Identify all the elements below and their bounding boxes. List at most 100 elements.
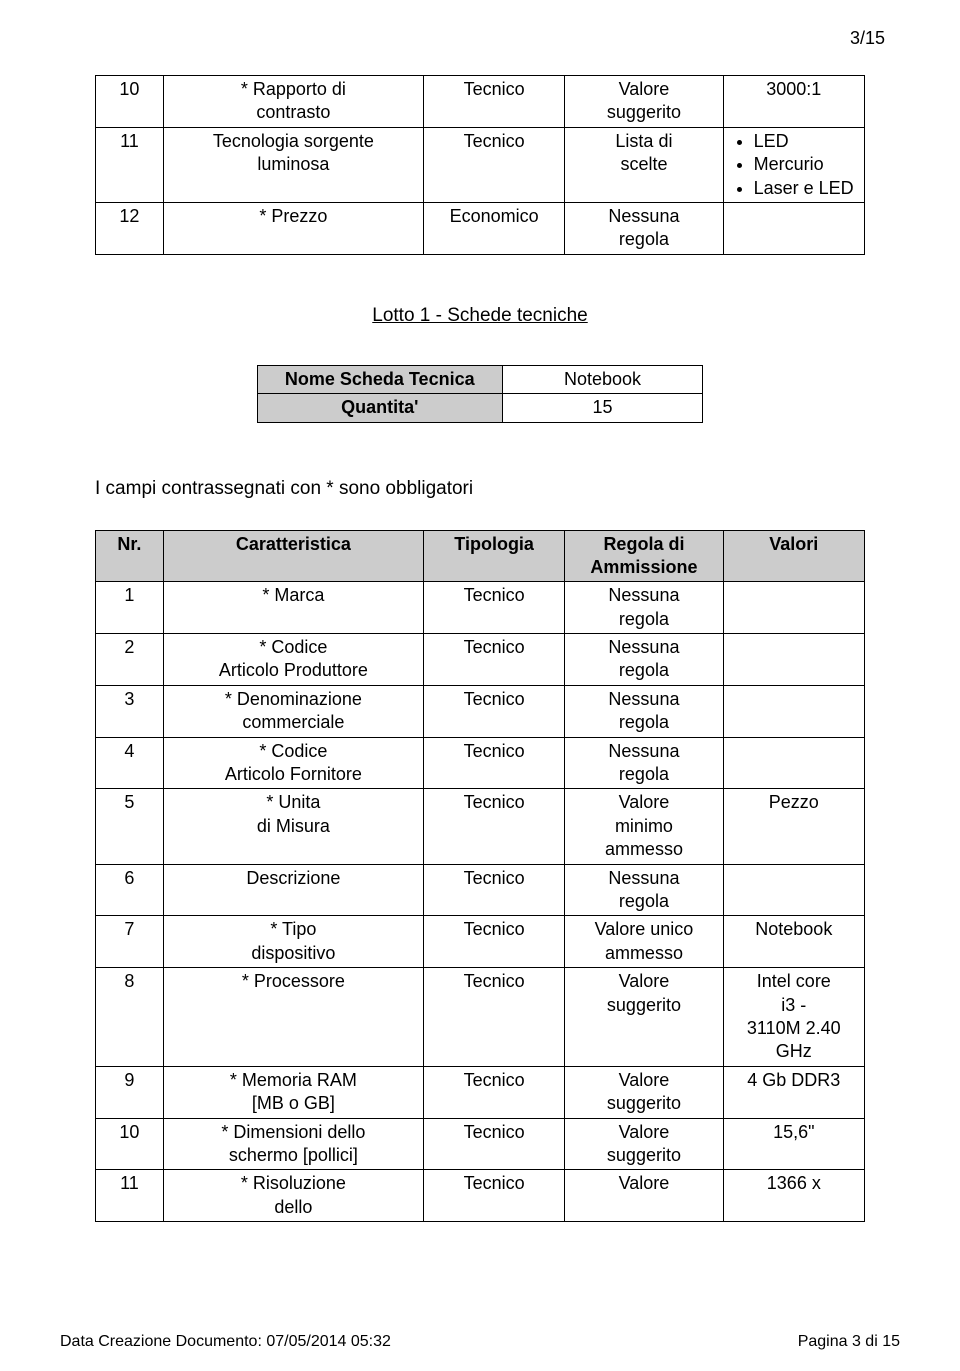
cell-caratteristica: * Tipodispositivo: [163, 916, 423, 968]
cell-valori: [723, 864, 864, 916]
cell-regola: Nessunaregola: [565, 582, 723, 634]
cell-valori: Notebook: [723, 916, 864, 968]
cell-valori: 15,6": [723, 1118, 864, 1170]
header-tip: Tipologia: [423, 530, 564, 582]
cell-nr: 5: [96, 789, 164, 864]
cell-caratteristica: * Processore: [163, 968, 423, 1067]
cell-regola: Nessunaregola: [565, 202, 723, 254]
cell-tipologia: Tecnico: [423, 1066, 564, 1118]
cell-caratteristica: * CodiceArticolo Produttore: [163, 634, 423, 686]
table-row: 9* Memoria RAM[MB o GB]TecnicoValoresugg…: [96, 1066, 865, 1118]
cell-regola: Valoresuggerito: [565, 968, 723, 1067]
cell-nr: 4: [96, 737, 164, 789]
table-row: 10* Rapporto dicontrastoTecnicoValoresug…: [96, 76, 865, 128]
table-row: 3* DenominazionecommercialeTecnicoNessun…: [96, 685, 865, 737]
campi-note: I campi contrassegnati con * sono obblig…: [95, 478, 865, 500]
cell-nr: 1: [96, 582, 164, 634]
cell-nr: 2: [96, 634, 164, 686]
scheda-table: Nome Scheda Tecnica Notebook Quantita' 1…: [257, 365, 704, 423]
cell-regola: Nessunaregola: [565, 864, 723, 916]
cell-nr: 8: [96, 968, 164, 1067]
cell-valori: [723, 634, 864, 686]
bullet-item: Mercurio: [754, 153, 858, 176]
cell-nr: 10: [96, 76, 164, 128]
cell-caratteristica: * Prezzo: [163, 202, 423, 254]
table-row: 10* Dimensioni delloschermo [pollici]Tec…: [96, 1118, 865, 1170]
scheda-nome-label: Nome Scheda Tecnica: [257, 365, 502, 393]
cell-caratteristica: * Unitadi Misura: [163, 789, 423, 864]
cell-caratteristica: Tecnologia sorgenteluminosa: [163, 127, 423, 202]
cell-regola: Valoresuggerito: [565, 1066, 723, 1118]
cell-tipologia: Tecnico: [423, 968, 564, 1067]
page-number-top: 3/15: [850, 28, 885, 49]
table-row: 2* CodiceArticolo ProduttoreTecnicoNessu…: [96, 634, 865, 686]
footer-right: Pagina 3 di 15: [798, 1333, 900, 1351]
table-row: 4* CodiceArticolo FornitoreTecnicoNessun…: [96, 737, 865, 789]
cell-valori: [723, 202, 864, 254]
table-row: 7* TipodispositivoTecnicoValore unicoamm…: [96, 916, 865, 968]
bullet-item: Laser e LED: [754, 177, 858, 200]
cell-caratteristica: * Rapporto dicontrasto: [163, 76, 423, 128]
scheda-nome-value: Notebook: [502, 365, 703, 393]
table-row: 11* RisoluzionedelloTecnicoValore1366 x: [96, 1170, 865, 1222]
header-reg: Regola diAmmissione: [565, 530, 723, 582]
cell-valori: 3000:1: [723, 76, 864, 128]
header-val: Valori: [723, 530, 864, 582]
table-row: 1* MarcaTecnicoNessunaregola: [96, 582, 865, 634]
cell-regola: Valoresuggerito: [565, 76, 723, 128]
cell-nr: 9: [96, 1066, 164, 1118]
cell-regola: Valore: [565, 1170, 723, 1222]
cell-tipologia: Tecnico: [423, 582, 564, 634]
cell-caratteristica: * Risoluzionedello: [163, 1170, 423, 1222]
cell-valori: [723, 685, 864, 737]
table-row: Quantita' 15: [257, 394, 703, 422]
bullet-item: LED: [754, 130, 858, 153]
cell-regola: Valore unicoammesso: [565, 916, 723, 968]
cell-valori: LEDMercurioLaser e LED: [723, 127, 864, 202]
footer-left: Data Creazione Documento: 07/05/2014 05:…: [60, 1333, 391, 1351]
cell-valori: 4 Gb DDR3: [723, 1066, 864, 1118]
scheda-qty-label: Quantita': [257, 394, 502, 422]
cell-tipologia: Tecnico: [423, 916, 564, 968]
cell-valori: [723, 737, 864, 789]
cell-tipologia: Tecnico: [423, 1170, 564, 1222]
cell-nr: 12: [96, 202, 164, 254]
table-header-row: Nr. Caratteristica Tipologia Regola diAm…: [96, 530, 865, 582]
cell-regola: Nessunaregola: [565, 737, 723, 789]
table-row: Nome Scheda Tecnica Notebook: [257, 365, 703, 393]
cell-nr: 11: [96, 1170, 164, 1222]
scheda-qty-value: 15: [502, 394, 703, 422]
table-row: 8* ProcessoreTecnicoValoresuggeritoIntel…: [96, 968, 865, 1067]
cell-tipologia: Economico: [423, 202, 564, 254]
cell-caratteristica: * Dimensioni delloschermo [pollici]: [163, 1118, 423, 1170]
cell-tipologia: Tecnico: [423, 1118, 564, 1170]
cell-caratteristica: * Marca: [163, 582, 423, 634]
cell-caratteristica: * Memoria RAM[MB o GB]: [163, 1066, 423, 1118]
cell-caratteristica: Descrizione: [163, 864, 423, 916]
spec-table-main: Nr. Caratteristica Tipologia Regola diAm…: [95, 530, 865, 1223]
cell-tipologia: Tecnico: [423, 76, 564, 128]
cell-valori: Intel corei3 -3110M 2.40GHz: [723, 968, 864, 1067]
cell-valori: Pezzo: [723, 789, 864, 864]
cell-caratteristica: * CodiceArticolo Fornitore: [163, 737, 423, 789]
table-row: 11Tecnologia sorgenteluminosaTecnicoList…: [96, 127, 865, 202]
page-footer: Data Creazione Documento: 07/05/2014 05:…: [60, 1333, 900, 1351]
cell-valori: [723, 582, 864, 634]
cell-nr: 6: [96, 864, 164, 916]
table-row: 12* PrezzoEconomicoNessunaregola: [96, 202, 865, 254]
cell-regola: Nessunaregola: [565, 685, 723, 737]
cell-nr: 7: [96, 916, 164, 968]
cell-regola: Lista discelte: [565, 127, 723, 202]
cell-tipologia: Tecnico: [423, 127, 564, 202]
cell-tipologia: Tecnico: [423, 737, 564, 789]
cell-caratteristica: * Denominazionecommerciale: [163, 685, 423, 737]
spec-table-continued: 10* Rapporto dicontrastoTecnicoValoresug…: [95, 75, 865, 255]
cell-regola: Valoresuggerito: [565, 1118, 723, 1170]
table-row: 5* Unitadi MisuraTecnicoValoreminimoamme…: [96, 789, 865, 864]
header-car: Caratteristica: [163, 530, 423, 582]
cell-nr: 3: [96, 685, 164, 737]
cell-tipologia: Tecnico: [423, 685, 564, 737]
cell-regola: Valoreminimoammesso: [565, 789, 723, 864]
table-row: 6DescrizioneTecnicoNessunaregola: [96, 864, 865, 916]
cell-regola: Nessunaregola: [565, 634, 723, 686]
